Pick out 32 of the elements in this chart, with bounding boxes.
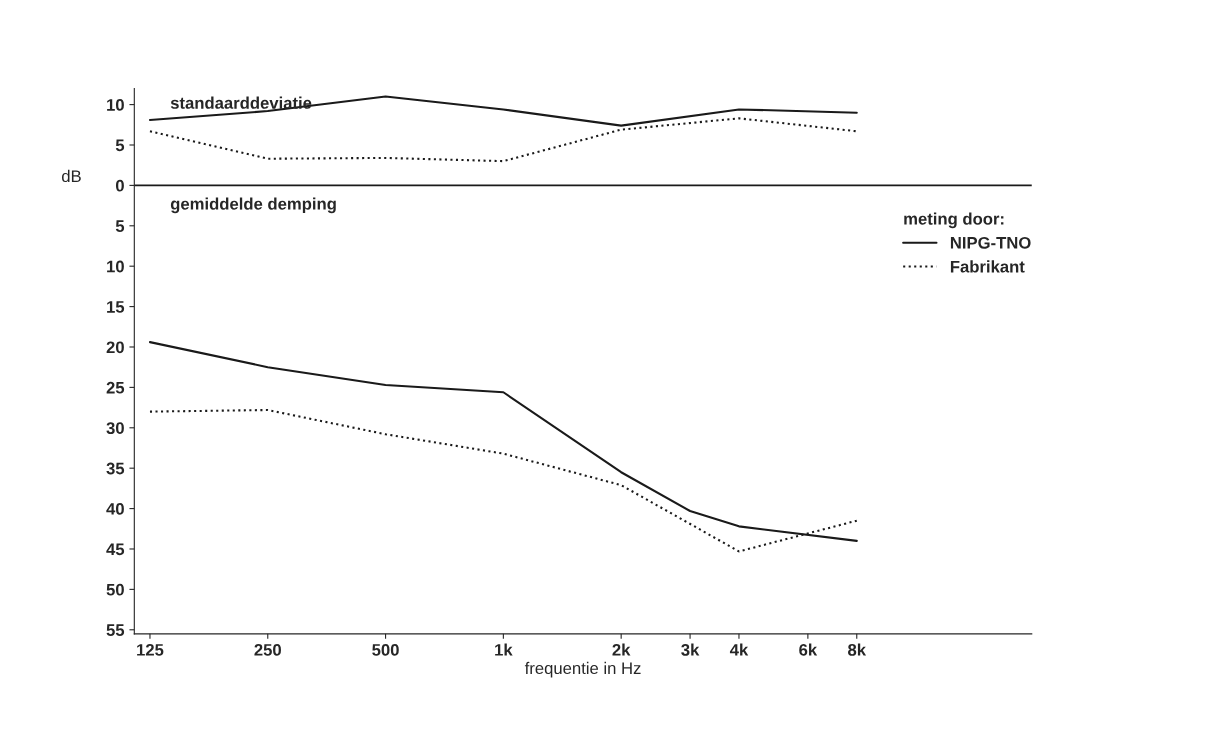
y-tick-label: 5 (115, 139, 125, 152)
y-tick-label: 50 (106, 583, 124, 596)
y-tick-label: 0 (115, 179, 124, 192)
x-tick-label: 3k (681, 643, 700, 656)
annotation: gemiddelde demping (170, 197, 336, 214)
y-tick-label: 45 (106, 543, 125, 556)
legend-label: NIPG-TNO (950, 236, 1031, 249)
y-tick-label: 40 (106, 502, 124, 515)
y-axis-title: dB (62, 169, 81, 183)
line-series (148, 117, 858, 163)
annotation: standaarddeviatie (170, 96, 312, 109)
legend-label: Fabrikant (950, 260, 1025, 273)
x-tick-label: 4k (729, 643, 749, 656)
x-tick-label: 500 (372, 643, 399, 656)
y-tick-label: 20 (106, 341, 124, 354)
x-tick-label: 2k (612, 643, 631, 656)
y-tick-label: 55 (106, 624, 125, 636)
y-tick-label: 30 (106, 422, 124, 435)
line-series (148, 95, 858, 127)
y-tick-label: 15 (107, 301, 125, 313)
y-tick-label: 5 (115, 220, 125, 232)
x-tick-label: 125 (137, 643, 164, 656)
x-tick-label: 250 (254, 643, 281, 656)
x-axis-title: frequentie in Hz (524, 661, 641, 678)
x-tick-label: 8k (848, 643, 867, 656)
y-tick-label: 25 (106, 381, 125, 394)
y-tick-label: 35 (106, 462, 125, 475)
legend-title: meting door: (904, 212, 1004, 229)
y-tick-label: 10 (107, 99, 124, 111)
x-tick-label: 6k (799, 643, 818, 656)
x-tick-label: 1k (495, 643, 513, 656)
y-tick-label: 10 (107, 260, 124, 273)
